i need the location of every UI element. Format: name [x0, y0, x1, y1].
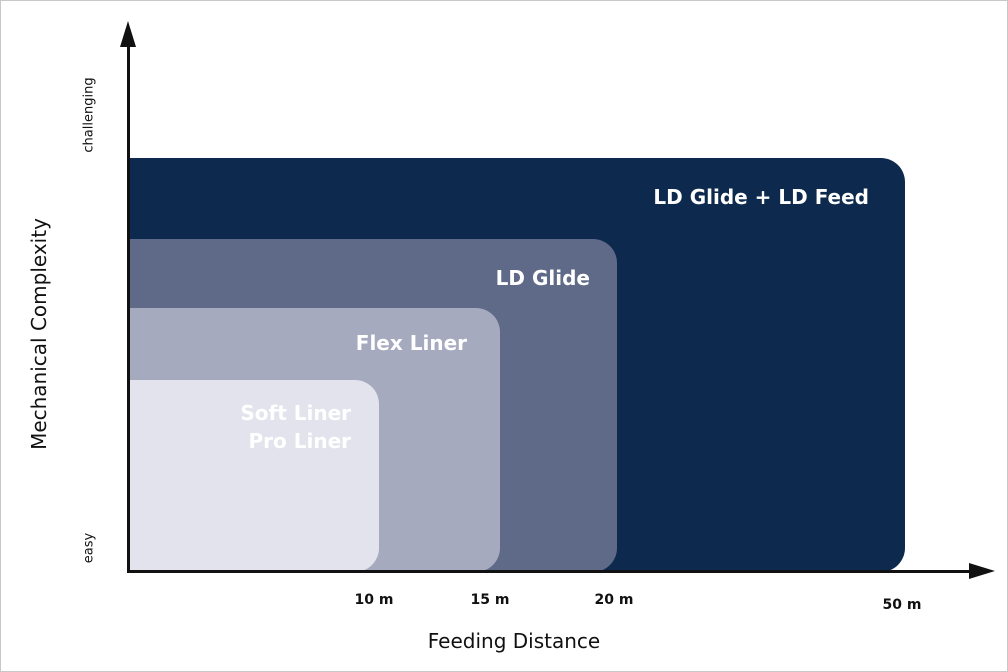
region-label-ld-glide: LD Glide	[496, 264, 590, 293]
x-tick-10m: 10 m	[355, 592, 394, 608]
y-axis-arrow	[120, 21, 136, 47]
region-label-pro-liner: Pro Liner	[249, 427, 352, 456]
x-axis-arrow	[969, 563, 995, 579]
x-tick-20m: 20 m	[595, 592, 634, 608]
x-tick-15m: 15 m	[471, 592, 510, 608]
region-label-soft-liner: Soft Liner	[240, 399, 351, 428]
x-axis	[127, 570, 973, 573]
y-axis	[127, 45, 130, 573]
region-label-ld-glide-ld-feed: LD Glide + LD Feed	[653, 183, 869, 212]
region-soft-pro-liner: Soft Liner Pro Liner	[129, 380, 379, 572]
region-label-flex-liner: Flex Liner	[356, 329, 467, 358]
y-axis-low-label: easy	[82, 533, 97, 563]
x-axis-title: Feeding Distance	[1, 629, 1008, 653]
y-axis-high-label: challenging	[82, 77, 97, 152]
y-axis-title: Mechanical Complexity	[27, 218, 51, 450]
x-tick-50m: 50 m	[883, 597, 922, 613]
